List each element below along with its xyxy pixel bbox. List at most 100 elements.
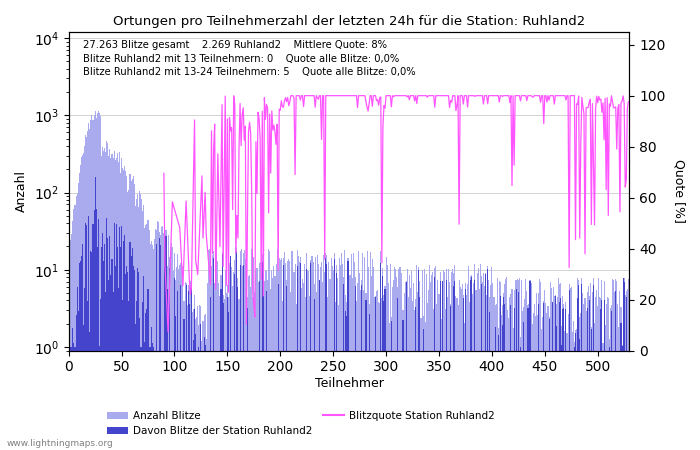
- Bar: [527, 308, 528, 450]
- Bar: [130, 181, 132, 450]
- Bar: [165, 230, 167, 450]
- Bar: [278, 270, 279, 450]
- Bar: [317, 255, 318, 450]
- Bar: [575, 333, 576, 450]
- Bar: [411, 270, 412, 450]
- Bar: [326, 255, 328, 450]
- Bar: [434, 277, 435, 450]
- Bar: [175, 316, 176, 450]
- Bar: [464, 323, 465, 450]
- Bar: [176, 267, 177, 450]
- Bar: [447, 297, 448, 450]
- Bar: [601, 280, 603, 450]
- Bar: [88, 123, 90, 450]
- Bar: [314, 300, 315, 450]
- Bar: [160, 235, 161, 450]
- Bar: [78, 263, 80, 450]
- Bar: [587, 292, 588, 450]
- Bar: [503, 293, 504, 450]
- Bar: [345, 295, 346, 450]
- Text: Blitze Ruhland2 mit 13-24 Teilnehmern: 5    Quote alle Blitze: 0,0%: Blitze Ruhland2 mit 13-24 Teilnehmern: 5…: [83, 68, 415, 77]
- Bar: [124, 166, 125, 450]
- Bar: [440, 320, 442, 450]
- Bar: [174, 252, 175, 450]
- Bar: [146, 224, 148, 450]
- Bar: [202, 320, 204, 450]
- Bar: [82, 244, 83, 450]
- Bar: [83, 153, 84, 450]
- Bar: [354, 262, 355, 450]
- Bar: [525, 279, 526, 450]
- Bar: [80, 256, 82, 450]
- Bar: [484, 286, 485, 450]
- Bar: [179, 265, 181, 450]
- Bar: [155, 230, 156, 450]
- Bar: [481, 284, 482, 450]
- Bar: [588, 287, 589, 450]
- Bar: [540, 282, 541, 450]
- Bar: [462, 284, 463, 450]
- Bar: [379, 303, 380, 450]
- Bar: [481, 276, 482, 450]
- Bar: [124, 235, 125, 450]
- Bar: [485, 274, 486, 450]
- Bar: [328, 262, 330, 450]
- Bar: [521, 280, 522, 450]
- Bar: [194, 309, 195, 450]
- Bar: [270, 288, 272, 450]
- Bar: [517, 279, 518, 450]
- Bar: [76, 288, 78, 450]
- Bar: [235, 248, 237, 450]
- Bar: [607, 297, 608, 450]
- Bar: [103, 261, 104, 450]
- Bar: [198, 347, 200, 450]
- Bar: [349, 275, 351, 450]
- Bar: [183, 319, 185, 450]
- Bar: [514, 279, 516, 450]
- Bar: [442, 270, 444, 450]
- Bar: [226, 293, 227, 450]
- Bar: [339, 258, 340, 450]
- Bar: [433, 309, 434, 450]
- Bar: [471, 277, 472, 450]
- Bar: [135, 324, 136, 450]
- Bar: [76, 193, 78, 450]
- Bar: [100, 299, 101, 450]
- Bar: [574, 342, 575, 450]
- Bar: [536, 293, 537, 450]
- Bar: [395, 269, 396, 450]
- Bar: [193, 340, 194, 450]
- Bar: [416, 266, 417, 450]
- Bar: [196, 317, 197, 450]
- Bar: [200, 324, 202, 450]
- Bar: [589, 300, 590, 450]
- Bar: [360, 290, 361, 450]
- Bar: [140, 194, 141, 450]
- Bar: [365, 300, 367, 450]
- Bar: [289, 261, 290, 450]
- Bar: [195, 334, 196, 450]
- Bar: [402, 320, 403, 450]
- Bar: [138, 272, 139, 450]
- Bar: [119, 227, 120, 450]
- Bar: [483, 273, 484, 450]
- Bar: [628, 279, 629, 450]
- Bar: [410, 288, 411, 450]
- Bar: [132, 248, 133, 450]
- Bar: [346, 316, 347, 450]
- Bar: [217, 261, 218, 450]
- Bar: [86, 225, 88, 450]
- Bar: [581, 284, 582, 450]
- Bar: [593, 278, 594, 450]
- Bar: [262, 296, 264, 450]
- Y-axis label: Quote [%]: Quote [%]: [672, 159, 685, 223]
- Bar: [400, 267, 401, 450]
- Bar: [295, 304, 297, 450]
- Title: Ortungen pro Teilnehmerzahl der letzten 24h für die Station: Ruhland2: Ortungen pro Teilnehmerzahl der letzten …: [113, 15, 585, 28]
- Bar: [617, 304, 618, 450]
- Bar: [616, 282, 617, 450]
- Bar: [144, 228, 146, 450]
- Bar: [310, 263, 312, 450]
- Bar: [126, 266, 127, 450]
- Bar: [610, 308, 611, 450]
